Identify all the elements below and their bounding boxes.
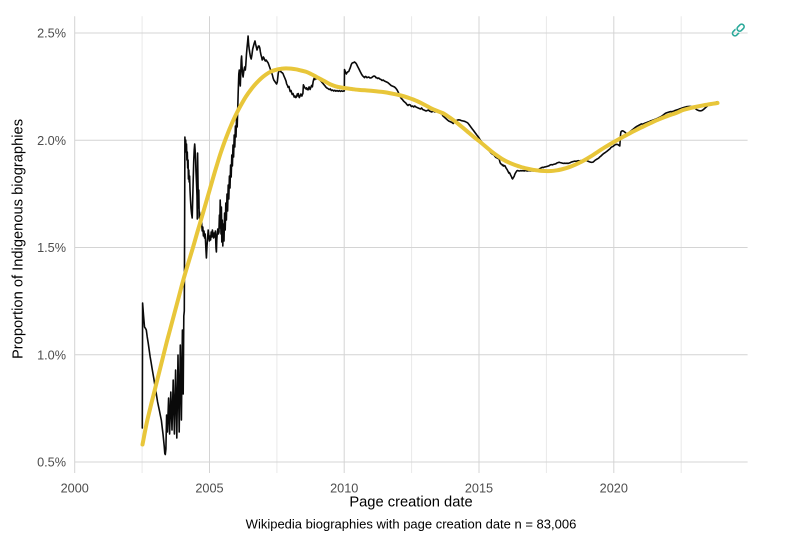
svg-text:1.0%: 1.0% [37,348,66,362]
svg-text:Wikipedia biographies with pag: Wikipedia biographies with page creation… [246,517,577,532]
svg-text:1.5%: 1.5% [37,241,66,255]
svg-text:Proportion of Indigenous biogr: Proportion of Indigenous biographies [11,119,27,359]
svg-text:2.0%: 2.0% [37,134,66,148]
svg-text:0.5%: 0.5% [37,456,66,470]
svg-text:2000: 2000 [61,482,89,496]
svg-text:2005: 2005 [195,482,223,496]
svg-text:2020: 2020 [600,482,628,496]
svg-text:2015: 2015 [465,482,493,496]
svg-text:Page creation date: Page creation date [349,495,472,511]
svg-text:2.5%: 2.5% [37,27,66,41]
svg-text:2010: 2010 [330,482,358,496]
